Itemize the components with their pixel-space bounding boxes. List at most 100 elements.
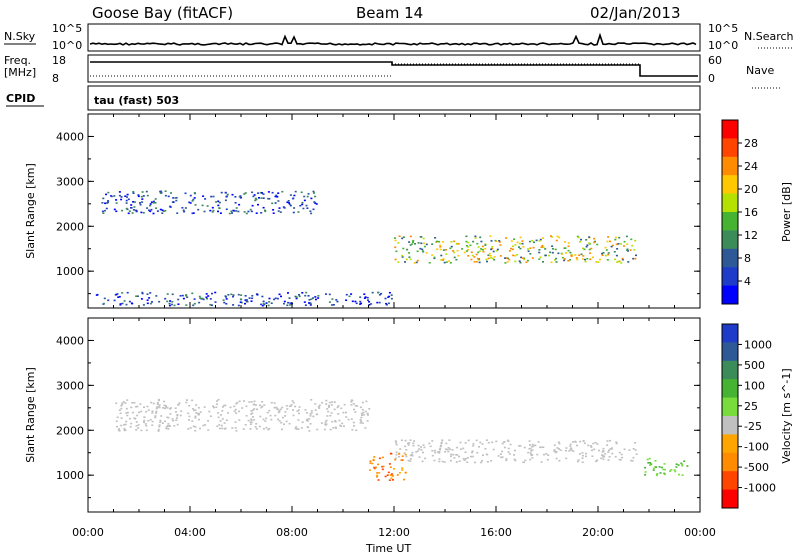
data-cell — [233, 410, 236, 413]
data-cell — [223, 301, 226, 304]
data-cell — [462, 457, 465, 460]
data-cell — [119, 412, 122, 415]
data-cell — [118, 191, 121, 193]
cpid-label: CPID — [6, 92, 35, 105]
data-cell — [505, 257, 508, 259]
data-cell — [275, 194, 278, 197]
data-cell — [368, 304, 371, 306]
data-cell — [209, 298, 212, 300]
data-cell — [174, 407, 177, 409]
data-cell — [576, 444, 578, 447]
data-cell — [254, 199, 257, 202]
data-cell — [421, 460, 424, 463]
data-cell — [141, 291, 144, 294]
data-cell — [660, 466, 663, 469]
data-cell — [611, 452, 614, 455]
data-cell — [551, 248, 554, 250]
data-cell — [593, 237, 596, 240]
data-cell — [506, 257, 509, 260]
data-cell — [440, 442, 443, 445]
data-cell — [369, 460, 372, 462]
data-cell — [124, 423, 127, 426]
data-cell — [472, 240, 475, 243]
data-cell — [262, 418, 265, 421]
data-cell — [198, 418, 200, 421]
data-cell — [295, 297, 298, 300]
data-cell — [184, 207, 187, 209]
data-cell — [225, 298, 228, 300]
data-cell — [464, 451, 467, 453]
data-cell — [154, 416, 157, 419]
data-cell — [436, 240, 439, 243]
data-cell — [331, 304, 333, 306]
data-cell — [141, 191, 144, 193]
data-cell — [615, 243, 618, 246]
data-cell — [294, 190, 297, 193]
data-cell — [169, 300, 172, 302]
data-cell — [321, 401, 324, 404]
data-cell — [409, 454, 412, 457]
data-cell — [230, 293, 233, 296]
data-cell — [366, 420, 369, 422]
data-cell — [136, 405, 139, 408]
x-axis-ticks: 00:00 04:00 08:00 12:00 16:00 20:00 00:00 — [72, 526, 716, 539]
data-cell — [199, 411, 202, 413]
data-cell — [227, 294, 230, 296]
data-cell — [209, 415, 212, 417]
data-cell — [433, 256, 436, 259]
data-cell — [144, 423, 147, 425]
data-cell — [257, 192, 260, 194]
data-cell — [683, 460, 686, 462]
data-cell — [569, 251, 572, 254]
data-cell — [308, 299, 311, 301]
data-cell — [164, 210, 167, 212]
data-cell — [442, 249, 445, 251]
data-cell — [152, 202, 155, 204]
data-cell — [601, 454, 603, 456]
data-cell — [513, 238, 516, 240]
data-cell — [317, 297, 320, 299]
data-cell — [314, 296, 317, 298]
data-cell — [267, 428, 270, 431]
data-cell — [407, 444, 410, 446]
data-cell — [186, 399, 188, 401]
data-cell — [542, 237, 544, 239]
data-cell — [590, 446, 593, 448]
data-cell — [478, 259, 481, 261]
data-cell — [634, 257, 637, 260]
data-cell — [329, 428, 332, 431]
data-cell — [217, 204, 220, 207]
data-cell — [610, 245, 613, 248]
data-cell — [175, 199, 178, 202]
data-cell — [238, 196, 241, 198]
y-tick-label: 2000 — [56, 424, 84, 437]
data-cell — [514, 254, 517, 257]
data-cell — [556, 447, 559, 449]
data-cell — [548, 254, 551, 257]
data-cell — [118, 409, 121, 411]
data-cell — [391, 474, 394, 477]
data-cell — [149, 292, 152, 294]
data-cell — [518, 260, 521, 262]
data-cell — [574, 440, 576, 443]
data-cell — [218, 424, 221, 426]
data-cell — [154, 198, 157, 200]
data-cell — [602, 450, 605, 452]
data-cell — [212, 405, 214, 408]
data-cell — [292, 414, 295, 417]
colorbar-swatch — [722, 212, 738, 231]
data-cell — [360, 302, 363, 305]
data-cell — [143, 421, 145, 423]
data-cell — [262, 193, 265, 195]
data-cell — [301, 292, 304, 294]
data-cell — [591, 455, 594, 457]
data-cell — [366, 412, 369, 415]
data-cell — [486, 453, 489, 456]
data-cell — [245, 300, 248, 303]
data-cell — [325, 423, 328, 425]
data-cell — [453, 251, 456, 254]
data-cell — [326, 415, 329, 417]
data-cell — [507, 440, 510, 443]
data-cell — [417, 242, 420, 244]
data-cell — [510, 240, 513, 242]
